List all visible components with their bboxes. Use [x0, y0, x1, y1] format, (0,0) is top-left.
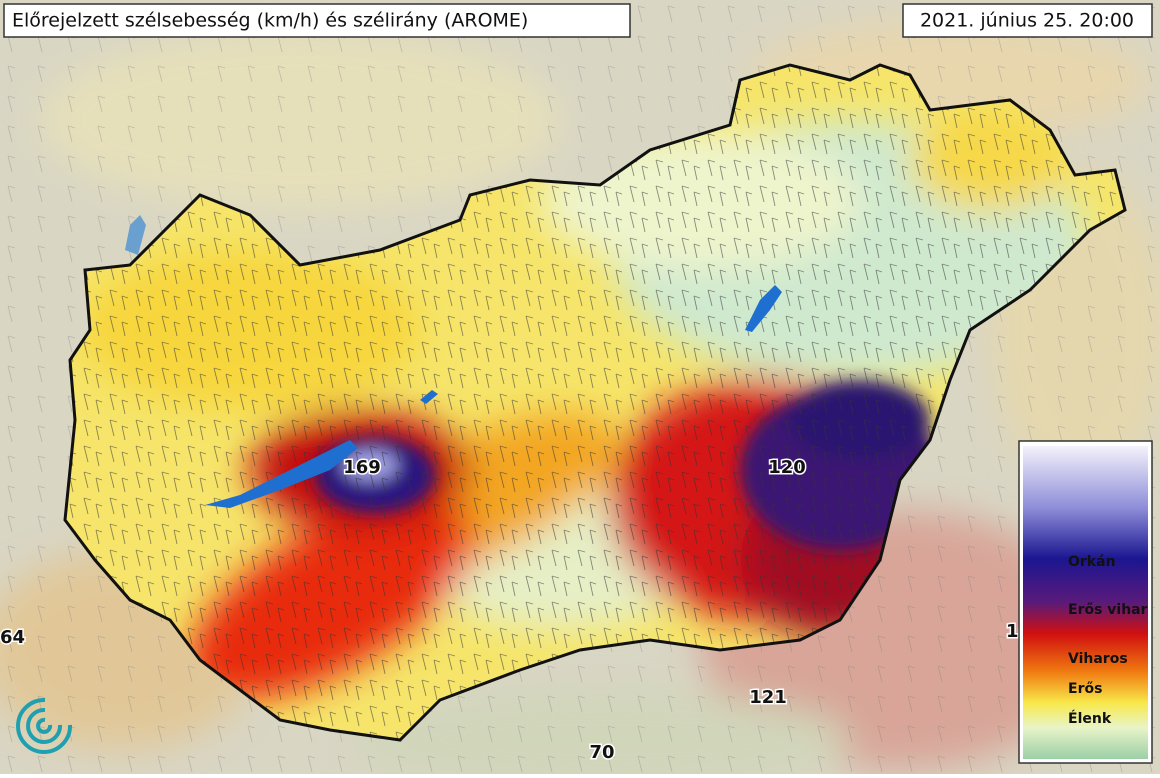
- title-box: [3, 3, 631, 38]
- datetime-box: [902, 3, 1153, 38]
- datetime: 2021. június 25. 20:00: [920, 10, 1134, 32]
- lake-balaton: [205, 440, 358, 508]
- map-label: 120: [768, 457, 806, 478]
- title: Előrejelzett szélsebesség (km/h) és szél…: [12, 10, 528, 32]
- map-label: 64: [0, 627, 25, 648]
- lake-velence: [420, 390, 438, 404]
- legend-color-scale: [1023, 446, 1148, 759]
- lake-tisza: [745, 285, 782, 332]
- legend-label: Erős: [1068, 681, 1102, 697]
- legend-label: Viharos: [1068, 651, 1128, 667]
- logo: [16, 697, 73, 754]
- legend-label: Orkán: [1068, 554, 1116, 570]
- legend-label: Élenk: [1068, 710, 1112, 727]
- map-label: 169: [343, 457, 381, 478]
- map-label: 70: [589, 742, 614, 763]
- map-label: 121: [749, 687, 787, 708]
- legend-label: Erős vihar: [1068, 602, 1148, 618]
- lake-ferto: [125, 215, 146, 255]
